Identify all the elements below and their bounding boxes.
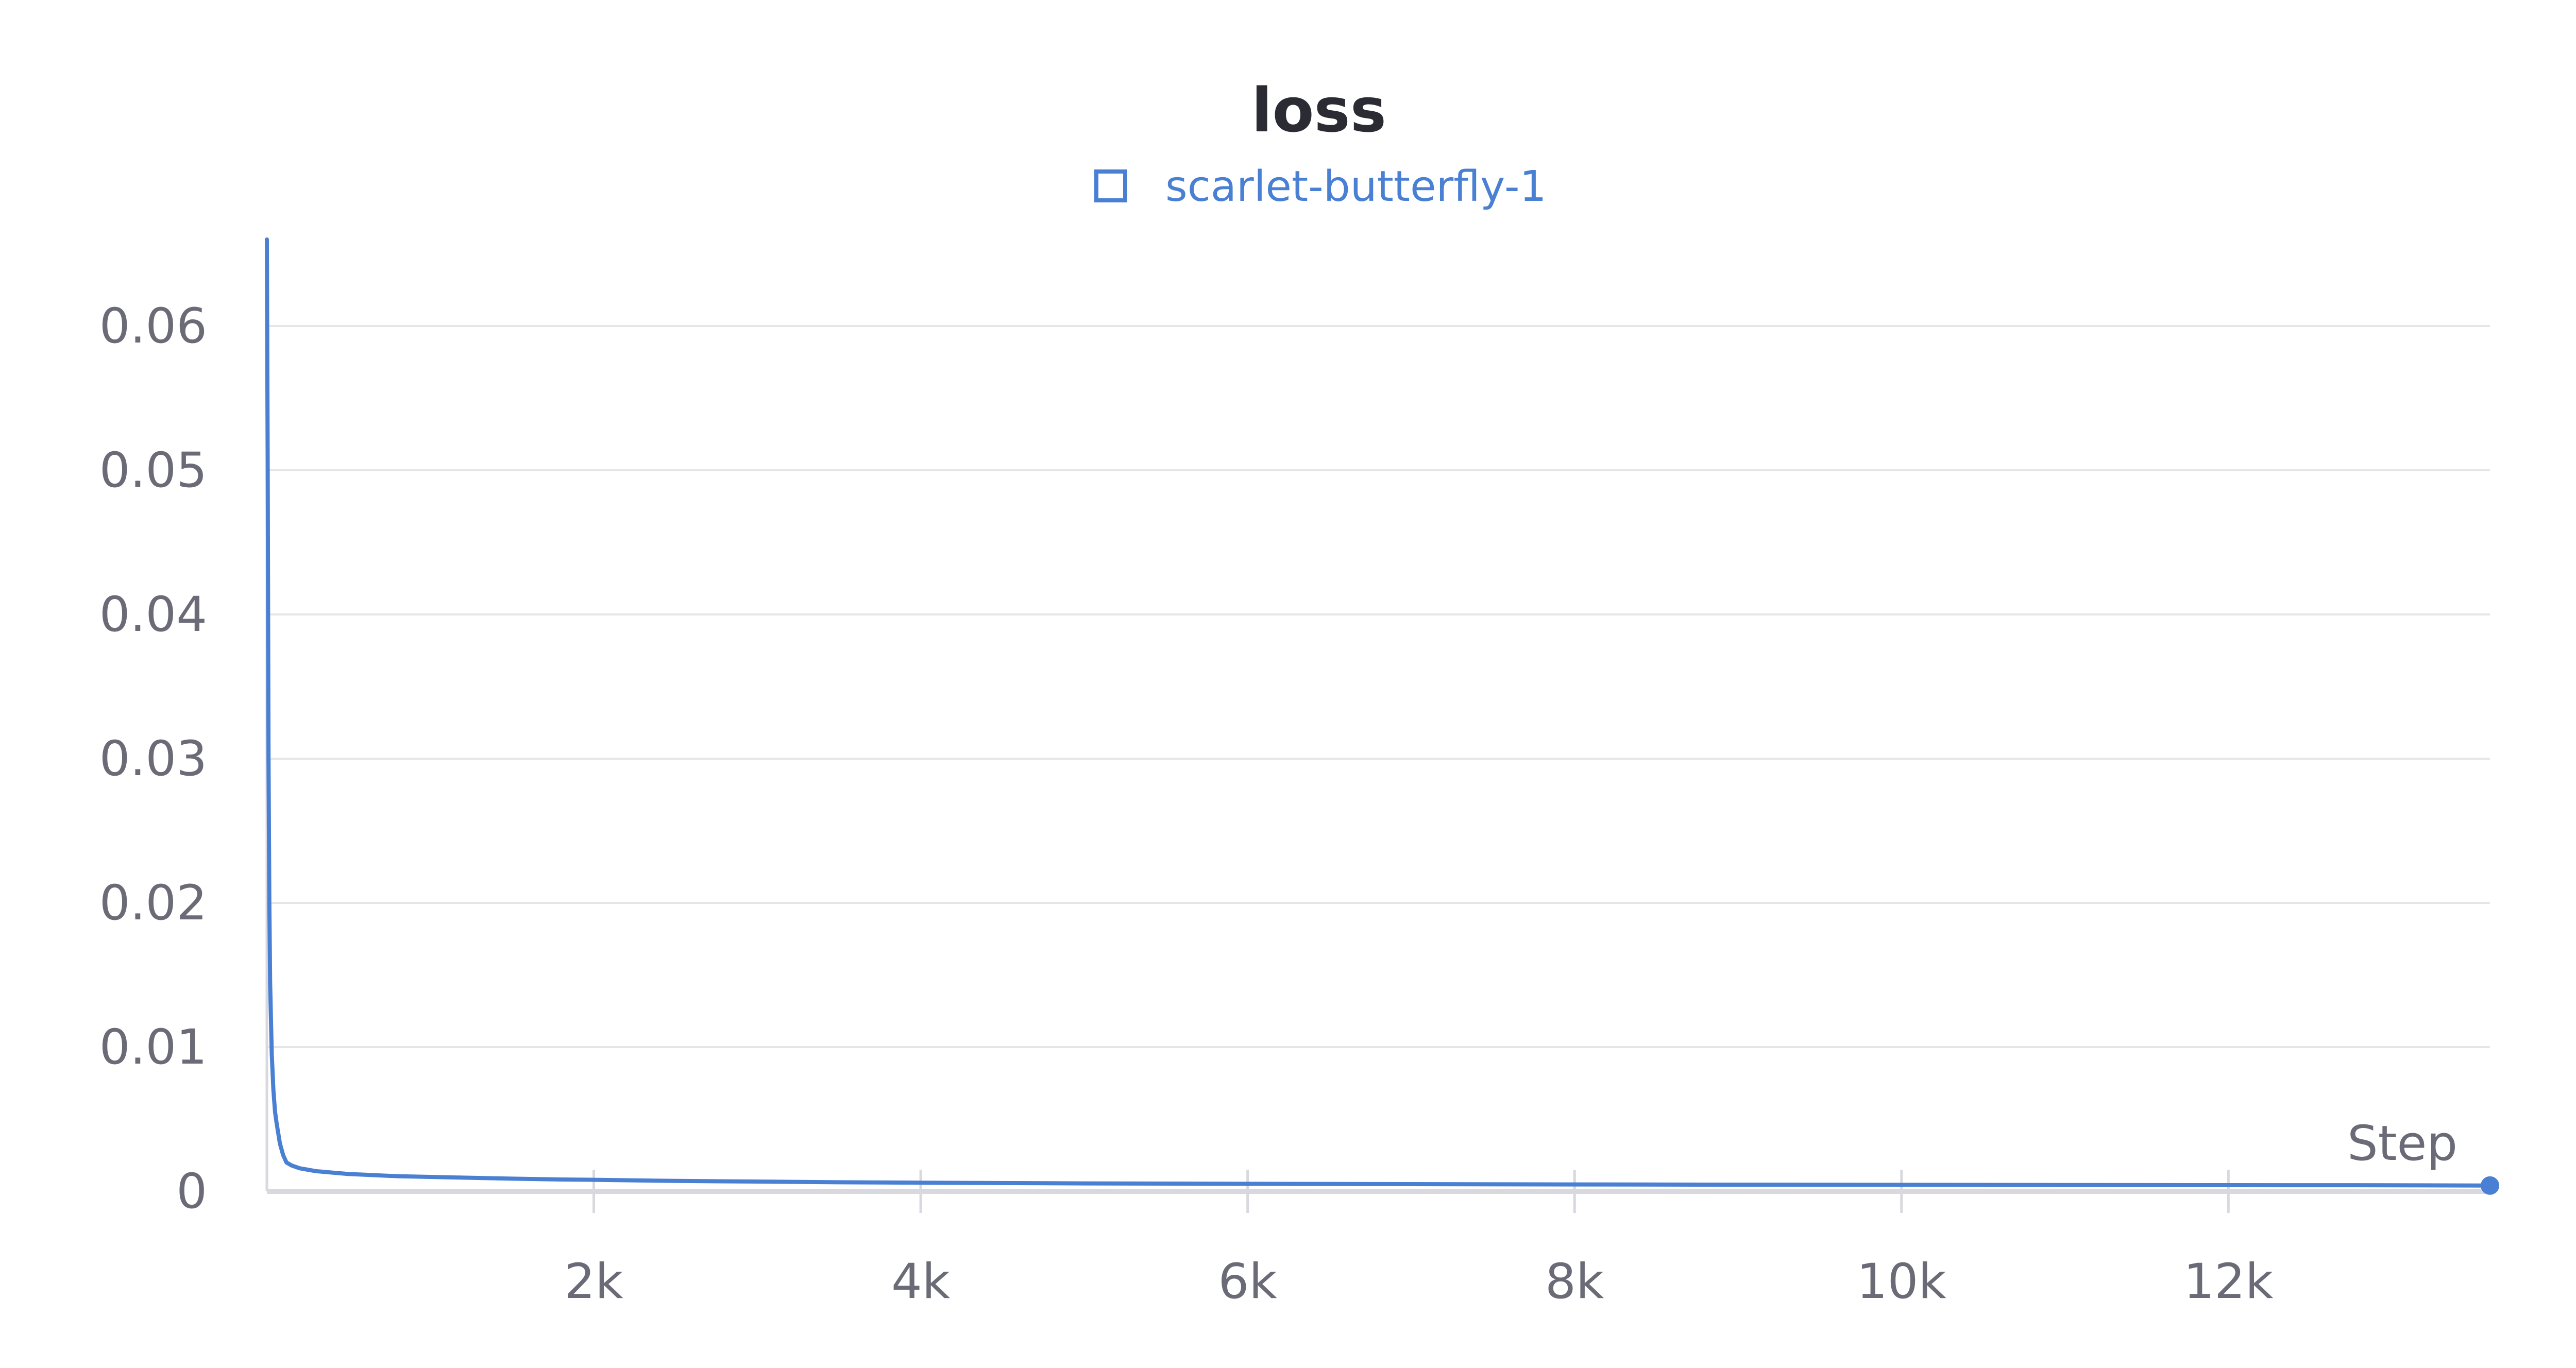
y-tick-label: 0.02: [99, 875, 207, 931]
chart-title: loss: [1251, 75, 1386, 146]
y-tick-label: 0: [176, 1164, 207, 1220]
x-tick-label: 4k: [891, 1254, 951, 1310]
x-tick-label: 6k: [1218, 1254, 1278, 1310]
y-tick-label: 0.01: [99, 1019, 207, 1075]
y-tick-label: 0.05: [99, 442, 207, 499]
x-tick-label: 8k: [1545, 1254, 1604, 1310]
axes: [265, 240, 2490, 1213]
series-layer: [265, 237, 2499, 1195]
y-tick-label: 0.06: [99, 298, 207, 354]
tick-labels: 0 0.01 0.02 0.03 0.04 0.05 0.06 2k 4k 6k 8k 10k 12k: [99, 298, 2274, 1310]
legend-label: scarlet-butterfly-1: [1165, 162, 1547, 211]
x-axis-label: Step: [2347, 1116, 2458, 1172]
series-line-scarlet-butterfly-1[interactable]: [265, 237, 2492, 1188]
legend[interactable]: scarlet-butterfly-1: [1094, 162, 1547, 211]
y-tick-label: 0.04: [99, 587, 207, 643]
y-tick-label: 0.03: [99, 731, 207, 787]
legend-swatch-icon: [1094, 169, 1127, 202]
x-tick-label: 12k: [2183, 1254, 2274, 1310]
x-tick-label: 2k: [564, 1254, 623, 1310]
x-tick-label: 10k: [1857, 1254, 1947, 1310]
grid-lines: [267, 325, 2490, 1048]
series-end-point[interactable]: [2481, 1176, 2499, 1195]
